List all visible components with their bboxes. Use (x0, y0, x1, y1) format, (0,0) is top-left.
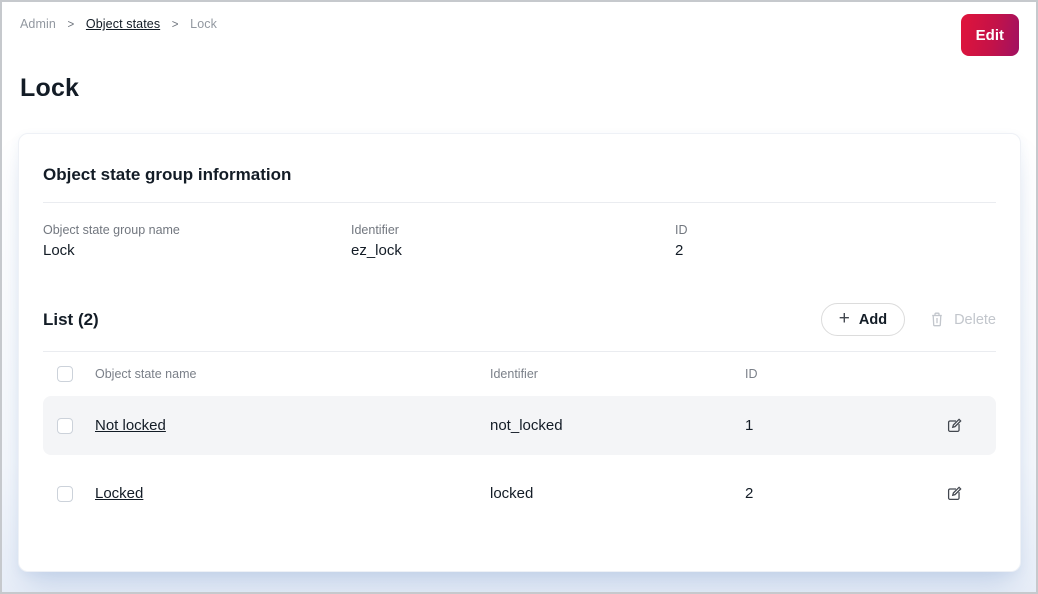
field-label: ID (675, 223, 688, 237)
field-id: ID 2 (675, 223, 688, 259)
field-label: Object state group name (43, 223, 180, 237)
breadcrumb-item-object-states[interactable]: Object states (85, 17, 161, 31)
row-id: 1 (745, 417, 754, 434)
field-label: Identifier (351, 223, 399, 237)
row-edit-button[interactable] (942, 414, 966, 438)
row-edit-button[interactable] (942, 482, 966, 506)
row-identifier: not_locked (490, 417, 563, 434)
list-actions: + Add Delete (820, 303, 996, 336)
delete-button-label: Delete (954, 311, 996, 328)
field-identifier: Identifier ez_lock (351, 223, 675, 259)
divider (43, 202, 996, 203)
delete-button[interactable]: Delete (929, 311, 996, 328)
column-header-id: ID (745, 367, 758, 381)
add-button-label: Add (858, 311, 888, 328)
trash-icon (929, 311, 945, 328)
row-identifier: locked (490, 485, 534, 502)
add-button[interactable]: + Add (820, 303, 906, 336)
field-group-name: Object state group name Lock (43, 223, 351, 259)
table-row: Not locked not_locked 1 (43, 396, 996, 455)
list-header: List (2) + Add Delete (43, 303, 996, 336)
group-info-heading: Object state group information (43, 165, 292, 184)
breadcrumb-separator: > (171, 19, 179, 31)
select-all-checkbox[interactable] (57, 366, 73, 382)
field-value: Lock (43, 242, 75, 259)
field-value: ez_lock (351, 242, 402, 259)
divider (43, 351, 996, 352)
breadcrumb-item-admin: Admin (20, 17, 56, 31)
edit-button[interactable]: Edit (960, 14, 1019, 56)
row-id: 2 (745, 485, 754, 502)
breadcrumb-separator: > (67, 19, 75, 31)
object-state-link[interactable]: Not locked (95, 417, 166, 434)
object-state-group-card: Object state group information Object st… (18, 133, 1021, 572)
page-title: Lock (20, 74, 80, 102)
row-checkbox[interactable] (57, 485, 73, 502)
column-header-name: Object state name (95, 367, 197, 381)
table-header: Object state name Identifier ID (43, 352, 996, 396)
breadcrumb-item-lock: Lock (190, 17, 217, 31)
field-value: 2 (675, 242, 684, 259)
group-info-fields: Object state group name Lock Identifier … (43, 223, 996, 259)
plus-icon: + (838, 308, 850, 329)
object-state-link[interactable]: Locked (95, 485, 144, 502)
table-row: Locked locked 2 (43, 464, 996, 523)
column-header-identifier: Identifier (490, 367, 538, 381)
list-title: List (2) (43, 309, 99, 329)
edit-icon (945, 485, 963, 503)
row-checkbox[interactable] (57, 417, 73, 434)
breadcrumb: Admin > Object states > Lock (20, 17, 217, 31)
topbar: Admin > Object states > Lock Edit (2, 2, 1036, 56)
edit-icon (945, 417, 963, 435)
